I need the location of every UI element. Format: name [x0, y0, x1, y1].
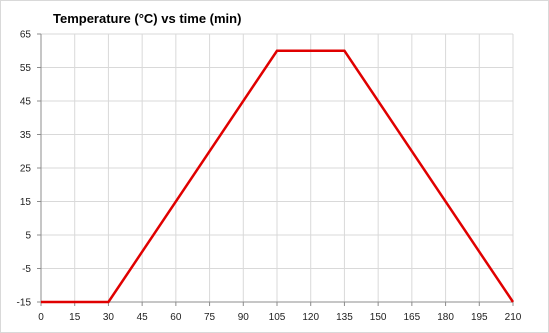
- y-tick-label: 15: [20, 197, 32, 208]
- x-tick-label: 135: [336, 312, 353, 323]
- y-tick-label: 35: [20, 130, 32, 141]
- y-tick-label: 55: [20, 63, 32, 74]
- y-tick-label: -5: [22, 264, 31, 275]
- y-tick-label: 65: [20, 30, 32, 41]
- chart-title: Temperature (°C) vs time (min): [53, 11, 242, 26]
- x-tick-label: 90: [238, 312, 250, 323]
- x-tick-label: 210: [505, 312, 522, 323]
- x-tick-label: 165: [404, 312, 421, 323]
- tick-labels: 0 15 30 45 60 75 90 105 120 135 150 165 180 195 210 -15…: [17, 30, 522, 324]
- x-tick-label: 15: [69, 312, 81, 323]
- x-tick-label: 60: [170, 312, 182, 323]
- series-lines: [41, 49, 515, 304]
- series-line: [41, 49, 515, 304]
- x-tick-label: 150: [370, 312, 387, 323]
- x-tick-label: 195: [471, 312, 488, 323]
- y-tick-label: 5: [25, 231, 31, 242]
- x-tick-label: 75: [204, 312, 216, 323]
- x-tick-label: 120: [302, 312, 319, 323]
- axes: [37, 33, 514, 306]
- grid-lines: [40, 33, 514, 303]
- y-tick-label: 25: [20, 164, 32, 175]
- x-tick-label: 30: [103, 312, 115, 323]
- x-tick-label: 45: [137, 312, 149, 323]
- x-tick-label: 180: [437, 312, 454, 323]
- x-tick-label: 105: [269, 312, 286, 323]
- y-tick-label: -15: [17, 298, 32, 309]
- x-tick-label: 0: [38, 312, 44, 323]
- y-tick-label: 45: [20, 97, 32, 108]
